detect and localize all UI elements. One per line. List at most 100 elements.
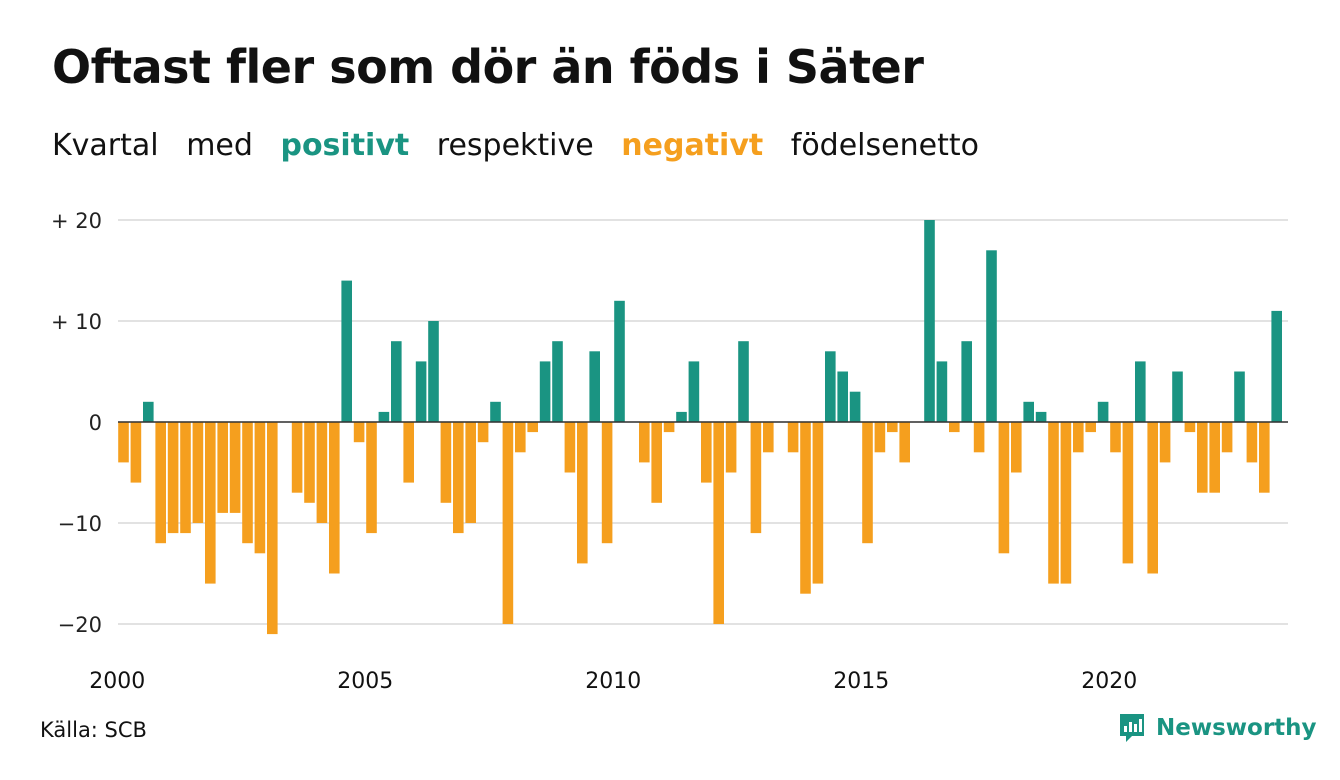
bar bbox=[676, 411, 687, 422]
bar bbox=[254, 422, 266, 554]
bar bbox=[428, 321, 439, 422]
bar bbox=[887, 422, 898, 433]
bar bbox=[1110, 422, 1121, 453]
bar bbox=[527, 422, 538, 433]
bar bbox=[515, 422, 526, 453]
bar bbox=[366, 422, 377, 534]
x-tick-label: 2020 bbox=[1081, 669, 1137, 694]
bar bbox=[1048, 422, 1059, 584]
bar bbox=[787, 422, 799, 453]
y-tick-label: + 10 bbox=[51, 310, 102, 334]
bar bbox=[403, 422, 414, 483]
bar bbox=[837, 371, 848, 422]
bar bbox=[800, 422, 811, 594]
bar bbox=[1221, 422, 1233, 453]
bar bbox=[1197, 422, 1208, 493]
bar bbox=[1271, 310, 1282, 422]
source-note: Källa: SCB bbox=[40, 718, 147, 742]
bar bbox=[849, 391, 861, 422]
bar bbox=[998, 422, 1010, 554]
bar bbox=[1035, 411, 1047, 422]
bar bbox=[477, 422, 489, 443]
subtitle-word: födelsenetto bbox=[790, 128, 979, 163]
bar bbox=[378, 411, 390, 422]
bar bbox=[589, 351, 600, 422]
x-tick-label: 2005 bbox=[337, 669, 393, 694]
bar bbox=[155, 422, 166, 544]
bar bbox=[701, 422, 712, 483]
subtitle-negative-label: negativt bbox=[621, 128, 764, 163]
x-tick-label: 2000 bbox=[89, 669, 145, 694]
bar bbox=[1122, 422, 1134, 564]
y-tick-label: + 20 bbox=[51, 209, 102, 233]
bar bbox=[490, 401, 501, 422]
bar bbox=[391, 341, 402, 422]
chart-title: Oftast fler som dör än föds i Säter bbox=[52, 40, 924, 94]
bar bbox=[1246, 422, 1258, 463]
bar bbox=[267, 422, 278, 635]
bar bbox=[180, 422, 191, 534]
bar bbox=[143, 401, 154, 422]
bar bbox=[812, 422, 824, 584]
bar bbox=[651, 422, 662, 503]
subtitle-word: med bbox=[186, 128, 253, 163]
bar bbox=[341, 280, 352, 422]
bar bbox=[502, 422, 514, 624]
bar bbox=[688, 361, 700, 422]
bar bbox=[1234, 371, 1245, 422]
bar bbox=[1147, 422, 1158, 574]
bar bbox=[564, 422, 576, 473]
y-tick-label: −20 bbox=[58, 613, 102, 637]
subtitle-word: Kvartal bbox=[52, 128, 159, 163]
bar bbox=[415, 361, 427, 422]
bar bbox=[725, 422, 737, 473]
bar bbox=[1135, 361, 1146, 422]
bar bbox=[763, 422, 774, 453]
bar bbox=[663, 422, 675, 433]
x-tick-label: 2010 bbox=[585, 669, 641, 694]
bar bbox=[329, 422, 340, 574]
bar bbox=[924, 220, 935, 422]
bar bbox=[614, 300, 625, 422]
bar bbox=[192, 422, 204, 523]
bar bbox=[899, 422, 910, 463]
bar bbox=[118, 422, 129, 463]
bar bbox=[750, 422, 762, 534]
bar bbox=[353, 422, 365, 443]
subtitle-word: respektive bbox=[436, 128, 594, 163]
bar bbox=[1011, 422, 1022, 473]
bar bbox=[973, 422, 985, 453]
bar bbox=[552, 341, 563, 422]
bar bbox=[304, 422, 315, 503]
bar bbox=[713, 422, 724, 624]
bar bbox=[1073, 422, 1084, 453]
bar bbox=[1159, 422, 1171, 463]
bar bbox=[825, 351, 836, 422]
bar bbox=[949, 422, 960, 433]
bar bbox=[577, 422, 588, 564]
bar bbox=[465, 422, 476, 523]
y-tick-label: 0 bbox=[89, 411, 102, 435]
bar bbox=[1060, 422, 1072, 584]
bar bbox=[453, 422, 464, 534]
bar bbox=[1259, 422, 1270, 493]
bar bbox=[1097, 401, 1109, 422]
bar bbox=[961, 341, 972, 422]
bar bbox=[316, 422, 328, 523]
subtitle-positive-label: positivt bbox=[280, 128, 410, 163]
bar bbox=[874, 422, 886, 453]
bar bbox=[862, 422, 873, 544]
bar bbox=[738, 341, 749, 422]
bar bbox=[205, 422, 216, 584]
bar bbox=[167, 422, 179, 534]
bar bbox=[217, 422, 228, 513]
bar bbox=[1023, 401, 1034, 422]
newsworthy-logo-text: Newsworthy bbox=[1156, 715, 1317, 741]
bar bbox=[539, 361, 551, 422]
bar bbox=[130, 422, 142, 483]
bar bbox=[229, 422, 241, 513]
newsworthy-logo: Newsworthy bbox=[1118, 712, 1317, 744]
bar bbox=[986, 250, 997, 422]
bar bbox=[639, 422, 650, 463]
